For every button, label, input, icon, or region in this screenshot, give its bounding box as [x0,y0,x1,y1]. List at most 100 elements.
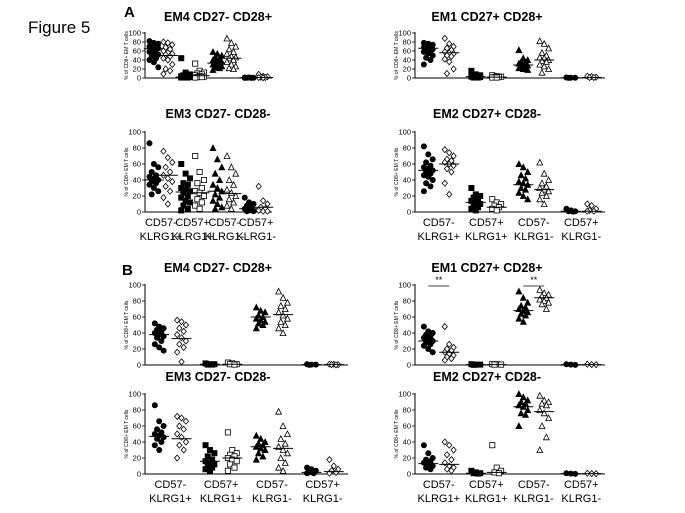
data-point [178,160,185,167]
data-point [540,200,548,208]
data-point [255,182,262,191]
data-point [160,193,167,202]
category-label: CD57+ [564,479,599,491]
category-label: KLRG1+ [140,231,183,243]
data-point [225,45,233,53]
data-point [283,430,291,438]
data-point [230,56,238,63]
category-label: KLRG1+ [200,493,243,505]
significance-label: ** [530,275,538,285]
y-axis-label: % of CD8+ EM T cells [124,409,130,458]
data-point [420,442,427,449]
data-point [211,204,219,212]
data-point [259,452,267,460]
data-point [517,409,525,417]
data-point [151,402,158,409]
data-point [472,207,479,214]
data-point [182,170,189,177]
y-tick-label: 0 [137,74,141,83]
data-point [178,194,185,201]
data-point [536,37,544,45]
y-tick-label: 20 [403,454,411,463]
y-tick-label: 80 [403,406,411,415]
y-tick-label: 80 [133,144,141,153]
data-point [180,343,187,352]
data-point [277,434,285,442]
category-label: KLRG1- [514,493,554,505]
data-point [279,329,287,337]
data-point [225,64,233,72]
data-point [542,57,550,65]
data-point [223,152,231,160]
y-tick-label: 60 [403,160,411,169]
y-axis-label: % of CD8+ EM T cells [124,31,130,80]
data-point [450,446,457,454]
category-label: CD57+ [305,479,340,491]
data-point [277,301,285,309]
data-point [164,200,171,208]
data-point [154,334,161,341]
panel-title: EM4 CD27- CD28+ [164,261,272,275]
data-point [279,446,287,454]
data-point [180,425,187,433]
data-point [178,358,185,366]
data-point [232,169,240,177]
category-label: KLRG1+ [418,493,461,505]
data-point [277,317,285,325]
data-point [441,322,448,331]
data-point [213,184,221,192]
category-label: KLRG1- [236,231,276,243]
data-point [176,340,183,348]
data-point [450,65,457,73]
data-point [223,57,231,65]
data-point [150,160,157,167]
data-point [425,151,432,158]
panel-label-a: A [124,4,135,21]
data-point [429,349,436,356]
significance-label: ** [435,275,443,285]
data-point [540,409,548,417]
data-point [515,64,523,72]
data-point [425,345,432,352]
data-point [495,470,502,477]
data-point [250,208,257,215]
data-point [275,407,283,415]
data-point [538,300,546,308]
data-point [192,152,199,159]
data-point [423,159,430,166]
data-point [182,321,190,329]
category-label: CD57- [208,217,240,229]
data-point [160,54,167,62]
category-label: CD57- [256,479,288,491]
data-point [281,439,289,447]
data-point [443,465,451,473]
data-point [227,39,235,46]
data-point [180,327,187,336]
data-point [448,168,455,176]
data-point [443,165,451,173]
data-point [169,41,176,49]
data-point [166,67,174,75]
data-point [441,55,448,63]
data-point [150,184,157,191]
y-tick-label: 0 [407,470,411,479]
data-point [584,200,591,208]
data-point [279,466,287,474]
data-point [151,320,158,327]
data-point [446,340,453,348]
data-point [174,430,181,438]
data-point [162,182,169,191]
data-point [441,145,448,154]
data-point [151,442,158,449]
data-point [446,441,453,449]
data-point [198,74,205,81]
y-tick-label: 40 [133,329,141,338]
data-point [176,441,183,449]
data-point [160,70,167,78]
y-tick-label: 100 [128,128,141,137]
category-label: CD57- [423,217,455,229]
y-tick-label: 20 [133,454,141,463]
data-point [446,58,453,66]
